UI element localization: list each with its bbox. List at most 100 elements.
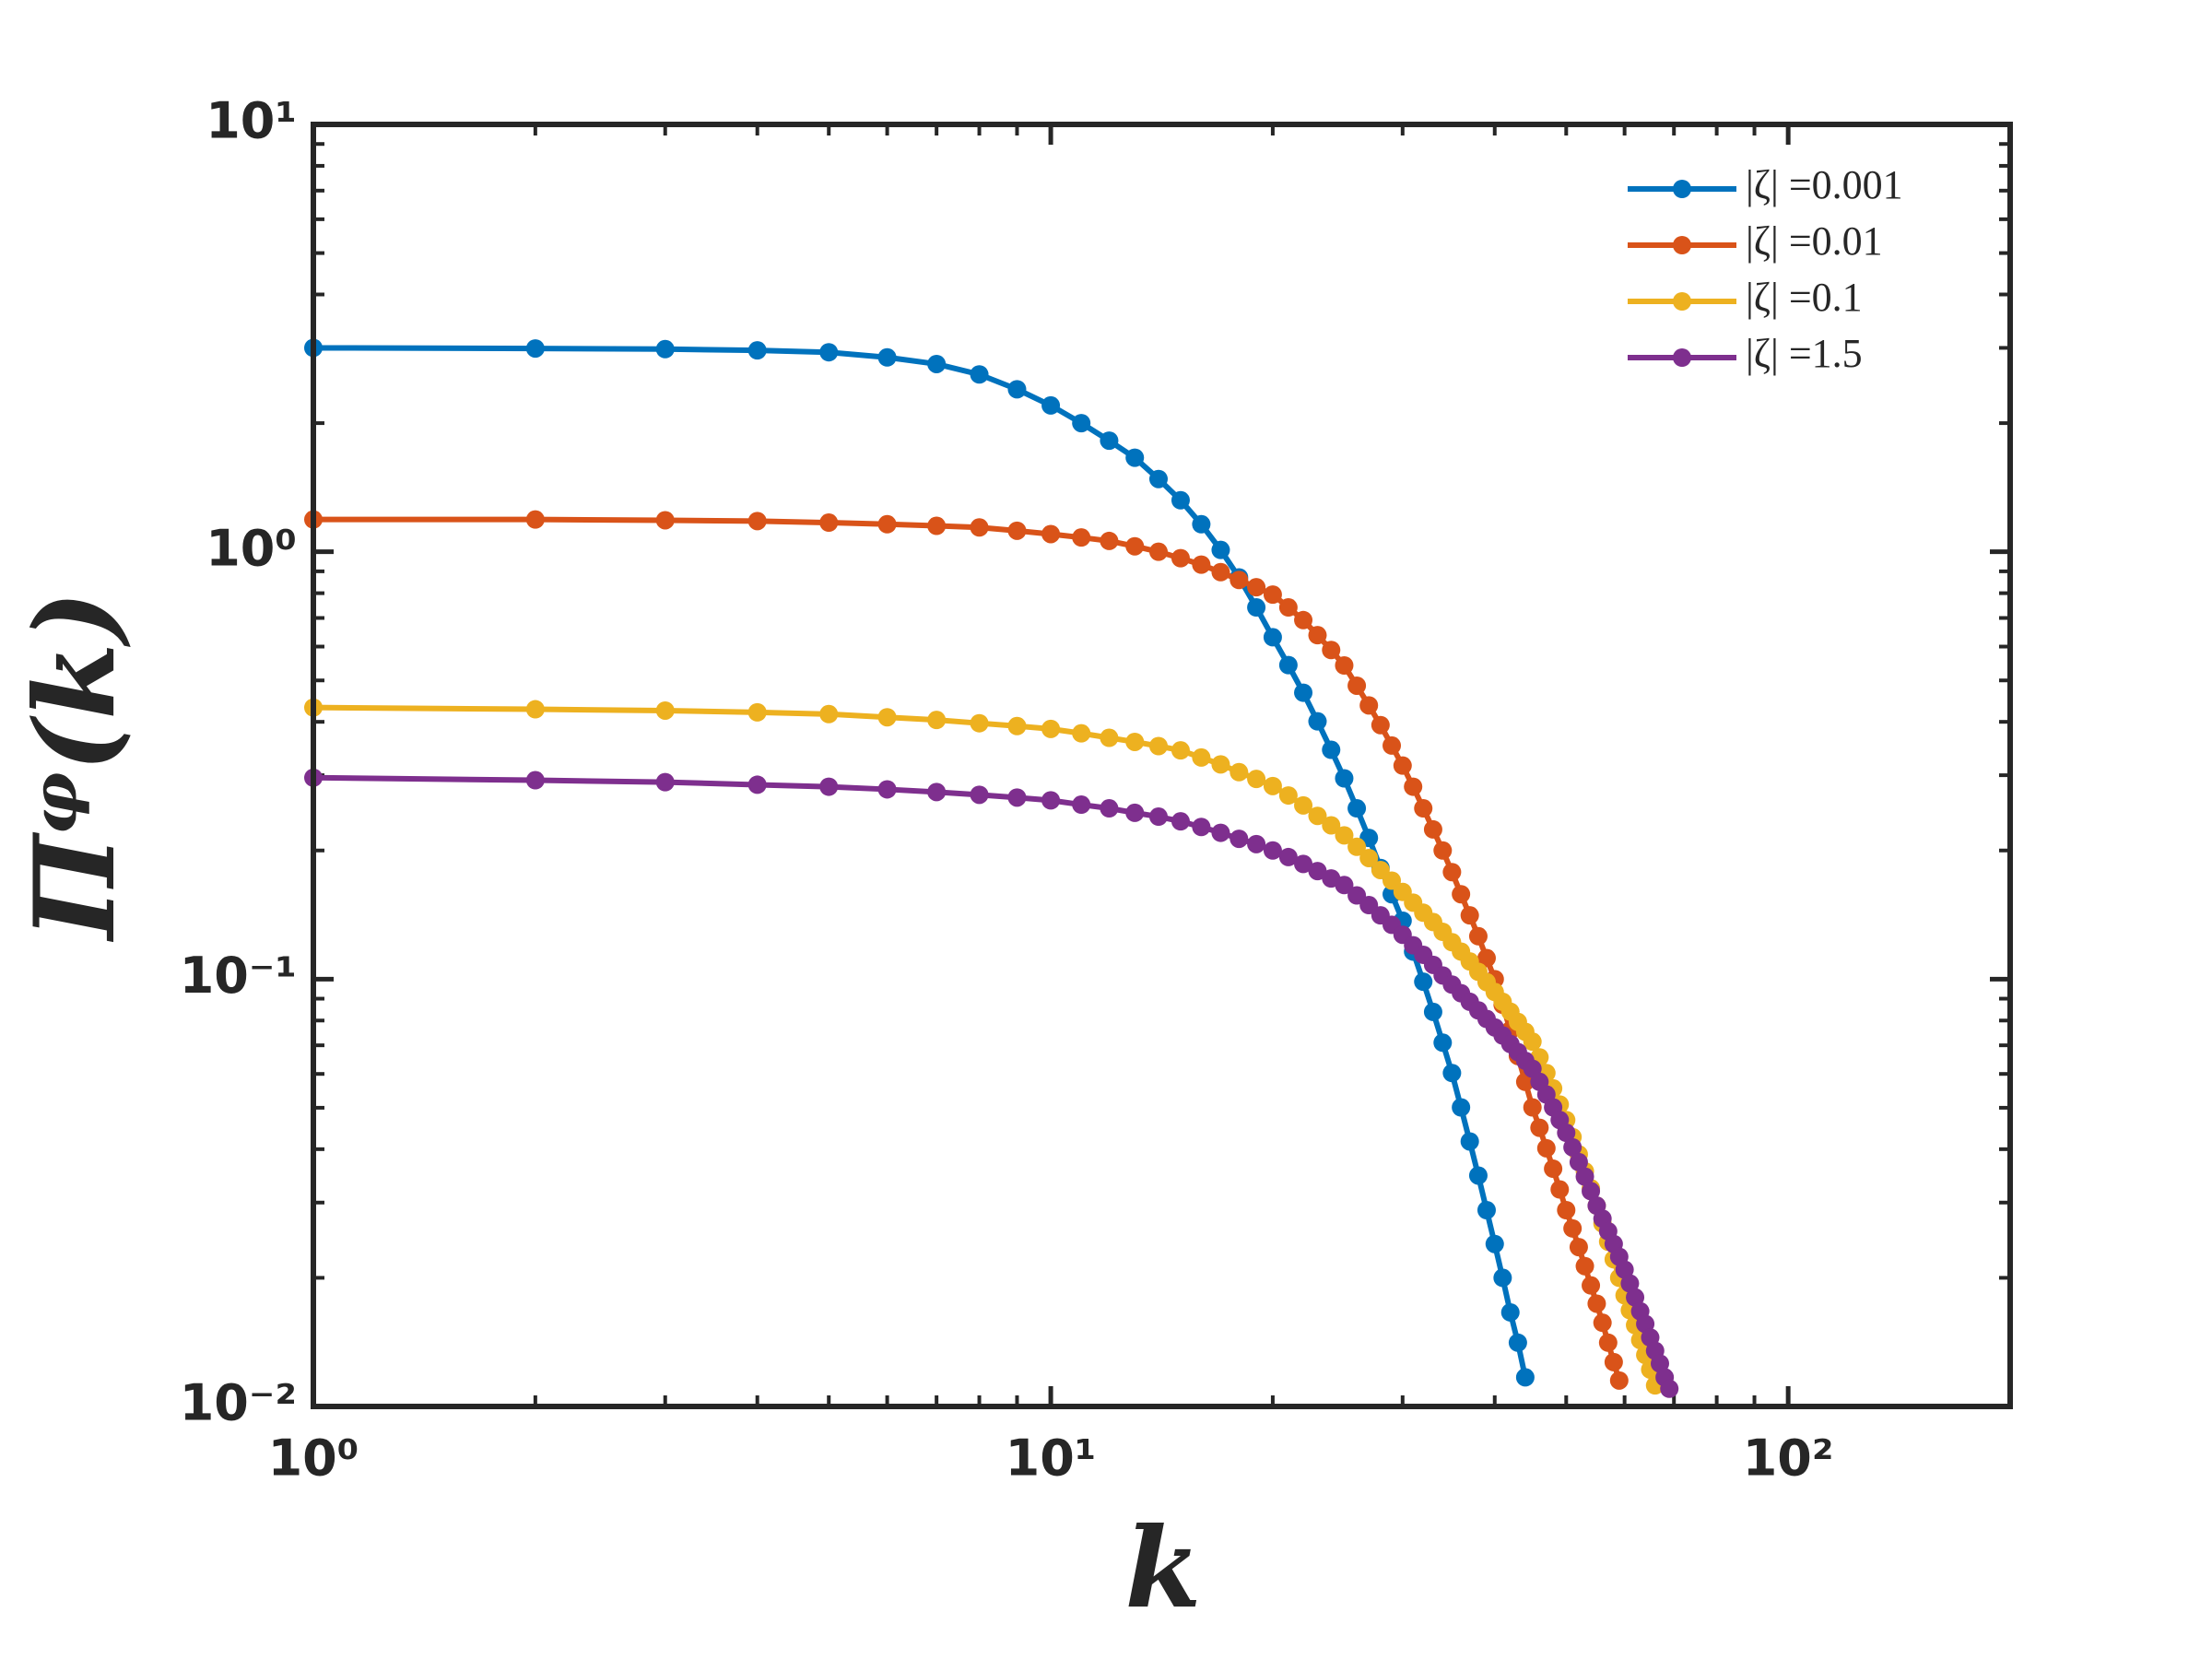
data-point [1100,728,1119,747]
data-point [1500,1302,1520,1322]
data-point [1211,823,1230,842]
data-point [1335,769,1354,788]
data-point [1393,756,1412,775]
x-tick-label: 10² [1743,1430,1834,1488]
data-point [970,365,989,384]
data-point [747,702,767,722]
data-point [1404,777,1423,796]
data-point [1247,770,1266,789]
legend-marker [1673,236,1691,254]
data-point [1148,469,1168,488]
data-point [1660,1379,1679,1398]
data-point [1308,862,1327,881]
data-point [1308,806,1327,826]
data-point [1359,848,1379,867]
data-point [1100,799,1119,818]
data-point [655,772,675,792]
data-point [1007,521,1027,540]
data-point [1263,585,1282,605]
data-point [1192,747,1211,767]
data-point [1322,740,1341,759]
data-point [927,354,947,373]
data-point [877,514,897,534]
data-point [1477,1200,1496,1219]
data-point [927,516,947,535]
data-point [1100,431,1119,451]
data-point [1041,395,1061,415]
data-point [1247,578,1266,597]
data-point [1452,885,1471,904]
data-point [1335,656,1354,676]
data-point [1615,1260,1634,1279]
data-point [1278,598,1298,618]
data-point [1508,1333,1527,1352]
data-point [1148,807,1168,827]
data-point [1452,1098,1471,1117]
data-point [1523,1032,1542,1052]
data-point [1468,1166,1488,1185]
data-point [1557,1124,1576,1143]
data-point [1100,531,1119,550]
data-point [1569,1238,1588,1257]
data-point [1230,762,1249,782]
data-point [1148,542,1168,561]
data-point [1423,1002,1442,1021]
data-point [1294,854,1313,874]
legend-marker [1673,348,1691,367]
y-tick-label: 10⁻¹ [180,947,297,1005]
data-point [1072,724,1091,743]
y-tick-label: 10¹ [206,92,297,150]
data-point [1125,448,1145,467]
data-point [1041,719,1061,738]
x-tick-label: 10¹ [1006,1430,1097,1488]
data-point [970,713,989,733]
data-point [1575,1256,1594,1276]
data-point [1263,841,1282,860]
data-point [1125,732,1145,751]
data-point [1072,528,1091,547]
data-point [1247,834,1266,853]
data-point [819,343,839,362]
y-axis-label: Πᵠ(k) [10,591,140,942]
data-point [819,704,839,724]
data-point [1536,1138,1556,1158]
data-point [1322,641,1341,660]
data-point [819,777,839,796]
data-point [1125,803,1145,822]
data-point [1442,863,1462,882]
data-point [1557,1200,1576,1219]
legend-label: |ζ| =1.5 [1746,331,1863,376]
data-point [1523,1098,1542,1117]
data-point [1626,1288,1645,1307]
data-point [1263,776,1282,795]
data-point [877,708,897,727]
legend-label: |ζ| =0.001 [1746,162,1903,207]
data-point [1171,812,1190,831]
data-point [747,512,767,531]
data-point [1593,1313,1612,1333]
data-point [927,782,947,802]
data-point [1347,799,1367,818]
data-point [970,785,989,805]
data-point [1460,1132,1479,1151]
data-point [1371,715,1390,735]
data-point [1148,736,1168,756]
data-point [1582,1276,1601,1295]
data-point [1414,799,1433,818]
data-point [1171,548,1190,568]
data-point [1230,571,1249,590]
data-point [1347,837,1367,856]
data-point [1563,1137,1583,1157]
data-point [1433,1033,1453,1053]
data-point [1604,1352,1623,1371]
data-point [1308,712,1327,731]
data-point [1322,816,1341,835]
data-point [1192,555,1211,574]
data-point [1192,514,1211,534]
y-tick-label: 10⁻² [180,1374,297,1432]
data-point [927,711,947,730]
data-point [1477,948,1496,968]
data-point [1294,795,1313,815]
data-point [1414,972,1433,992]
